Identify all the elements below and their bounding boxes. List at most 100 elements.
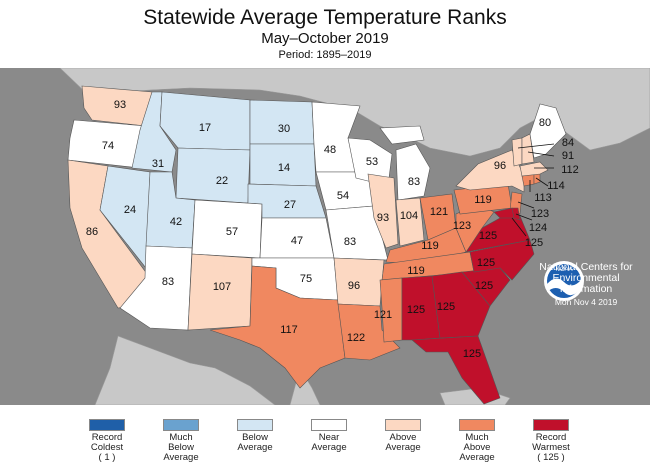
rank-NJ: 123 xyxy=(531,208,549,220)
rank-IN: 104 xyxy=(400,210,418,222)
legend-item-record-warmest: Record Warmest ( 125 ) xyxy=(516,419,586,463)
rank-IA: 54 xyxy=(337,190,349,202)
legend-swatch xyxy=(459,419,495,431)
rank-VA: 125 xyxy=(479,230,497,242)
rank-SD: 14 xyxy=(278,162,290,174)
legend-swatch xyxy=(311,419,347,431)
period-text: Period: 1895–2019 xyxy=(278,49,372,61)
legend-item-above: Above Average xyxy=(368,419,438,453)
us-map: 93 74 86 31 24 17 22 42 83 57 107 30 14 … xyxy=(0,67,650,406)
rank-NH: 91 xyxy=(562,150,574,162)
rank-MT: 17 xyxy=(199,122,211,134)
rank-RI: 114 xyxy=(547,180,565,192)
legend-item-much-above: Much Above Average xyxy=(442,419,512,463)
canada-land xyxy=(59,67,650,157)
rank-FL: 125 xyxy=(463,348,481,360)
legend-label: Much Above Average xyxy=(459,432,495,463)
rank-ND: 30 xyxy=(278,123,290,135)
rank-CT: 113 xyxy=(534,192,552,204)
rank-NE: 27 xyxy=(284,199,296,211)
state-VT xyxy=(511,137,523,167)
rank-MO: 83 xyxy=(344,236,356,248)
rank-MS: 121 xyxy=(374,309,392,321)
rank-OR: 74 xyxy=(102,140,114,152)
rank-AL: 125 xyxy=(407,304,425,316)
rank-MD: 125 xyxy=(525,237,543,249)
noaa-org: National Centers for Environmental Infor… xyxy=(539,261,633,295)
rank-CO: 57 xyxy=(226,226,238,238)
legend-swatch xyxy=(533,419,569,431)
rank-WV: 123 xyxy=(453,220,471,232)
state-ME xyxy=(529,103,567,159)
rank-UT: 42 xyxy=(170,216,182,228)
rank-KS: 47 xyxy=(291,235,303,247)
page-title: Statewide Average Temperature Ranks xyxy=(143,6,507,29)
callout-lines xyxy=(511,143,555,237)
rank-PA: 119 xyxy=(474,194,492,206)
rank-KY: 119 xyxy=(421,240,439,252)
rank-MN: 48 xyxy=(324,144,336,156)
rank-AR: 96 xyxy=(348,280,360,292)
state-MI xyxy=(379,125,431,201)
rank-WA: 93 xyxy=(114,99,126,111)
states-layer xyxy=(67,85,567,405)
legend-item-below: Below Average xyxy=(220,419,290,453)
legend-label: Below Average xyxy=(237,432,273,453)
legend-item-much-below: Much Below Average xyxy=(146,419,216,463)
page-subtitle: May–October 2019 xyxy=(261,30,389,47)
state-AZ xyxy=(119,245,193,331)
state-FL xyxy=(411,335,501,405)
legend-label: Record Coldest ( 1 ) xyxy=(90,432,124,463)
legend-label: Much Below Average xyxy=(163,432,199,463)
rank-NM: 107 xyxy=(213,281,231,293)
rank-OH: 121 xyxy=(430,206,448,218)
legend-label: Record Warmest ( 125 ) xyxy=(532,432,570,463)
noaa-logo-text: NOAA xyxy=(555,267,572,273)
rank-ID: 31 xyxy=(152,158,164,170)
rank-MI: 83 xyxy=(408,176,420,188)
map-svg: 93 74 86 31 24 17 22 42 83 57 107 30 14 … xyxy=(0,67,650,406)
rank-labels: 93 74 86 31 24 17 22 42 83 57 107 30 14 … xyxy=(86,99,579,360)
state-MS xyxy=(379,277,403,343)
legend-swatch xyxy=(237,419,273,431)
mexico-land xyxy=(94,335,276,406)
rank-NC: 125 xyxy=(477,257,495,269)
legend-swatch xyxy=(163,419,199,431)
rank-MA: 112 xyxy=(561,164,579,176)
rank-AZ: 83 xyxy=(162,276,174,288)
legend: Record Coldest ( 1 ) Much Below Average … xyxy=(0,405,650,475)
state-WI xyxy=(347,137,393,187)
rank-DE: 124 xyxy=(529,222,547,234)
state-OR xyxy=(67,119,147,169)
state-WA xyxy=(81,85,153,127)
legend-swatch xyxy=(89,419,125,431)
noaa-credit: National Centers for Environmental Infor… xyxy=(526,261,646,308)
rank-SC: 125 xyxy=(475,280,493,292)
state-WY xyxy=(175,147,251,204)
noaa-date: Mon Nov 4 2019 xyxy=(554,297,618,307)
header: Statewide Average Temperature Ranks May–… xyxy=(0,0,650,68)
state-IL xyxy=(367,173,399,249)
rank-LA: 122 xyxy=(347,332,365,344)
legend-label: Near Average xyxy=(311,432,347,453)
state-TX xyxy=(209,265,346,389)
rank-OK: 75 xyxy=(300,273,312,285)
rank-ME: 80 xyxy=(539,117,551,129)
rank-VT: 84 xyxy=(562,137,574,149)
rank-NY: 96 xyxy=(494,160,506,172)
rank-TX: 117 xyxy=(280,324,298,336)
noaa-logo: NOAA xyxy=(544,261,584,301)
legend-label: Above Average xyxy=(385,432,421,453)
state-MA xyxy=(519,161,549,177)
state-LA xyxy=(337,303,401,361)
state-IN xyxy=(395,197,425,247)
rank-GA: 125 xyxy=(437,301,455,313)
rank-NV: 24 xyxy=(124,204,136,216)
rank-WY: 22 xyxy=(216,175,228,187)
legend-item-record-coldest: Record Coldest ( 1 ) xyxy=(72,419,142,463)
legend-item-near: Near Average xyxy=(294,419,364,453)
rank-TN: 119 xyxy=(407,265,425,277)
rank-IL: 93 xyxy=(377,212,389,224)
rank-WI: 53 xyxy=(366,156,378,168)
legend-swatch xyxy=(385,419,421,431)
